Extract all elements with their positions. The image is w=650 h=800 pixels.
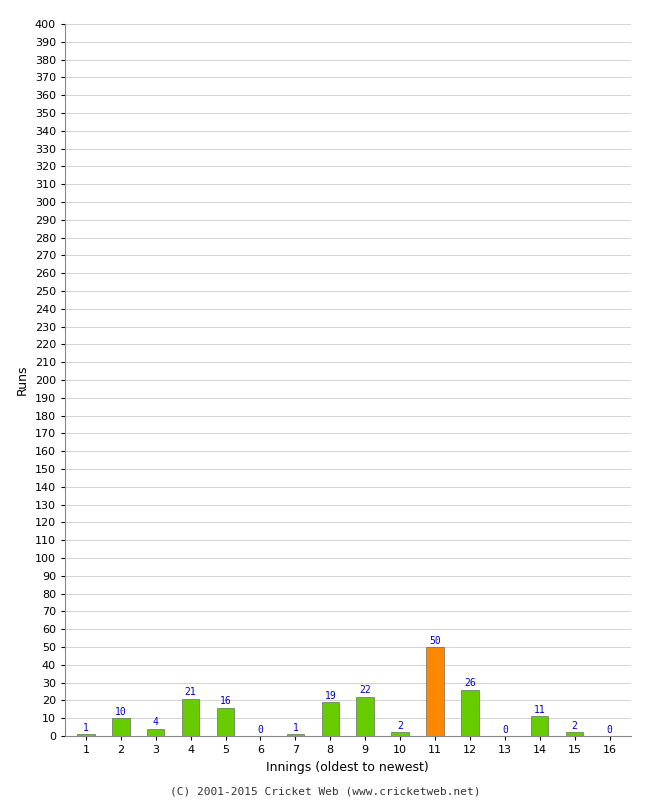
Text: 1: 1 [83,722,89,733]
Text: 22: 22 [359,686,371,695]
X-axis label: Innings (oldest to newest): Innings (oldest to newest) [266,761,429,774]
Text: 16: 16 [220,696,231,706]
Text: 0: 0 [257,725,263,734]
Bar [217,707,234,736]
Bar [147,729,164,736]
Text: 11: 11 [534,705,545,715]
Text: 0: 0 [502,725,508,734]
Bar [531,717,549,736]
Bar [356,697,374,736]
Bar [77,734,95,736]
Text: 19: 19 [324,690,336,701]
Bar [287,734,304,736]
Text: 10: 10 [115,706,127,717]
Bar [182,698,200,736]
Bar [462,690,478,736]
Text: 21: 21 [185,687,196,697]
Bar [112,718,129,736]
Text: 50: 50 [429,635,441,646]
Text: (C) 2001-2015 Cricket Web (www.cricketweb.net): (C) 2001-2015 Cricket Web (www.cricketwe… [170,786,480,796]
Text: 2: 2 [572,721,578,731]
Text: 0: 0 [606,725,612,734]
Bar [391,733,409,736]
Text: 26: 26 [464,678,476,688]
Text: 2: 2 [397,721,403,731]
Bar [426,647,444,736]
Y-axis label: Runs: Runs [16,365,29,395]
Bar [566,733,584,736]
Text: 4: 4 [153,718,159,727]
Bar [322,702,339,736]
Text: 1: 1 [292,722,298,733]
